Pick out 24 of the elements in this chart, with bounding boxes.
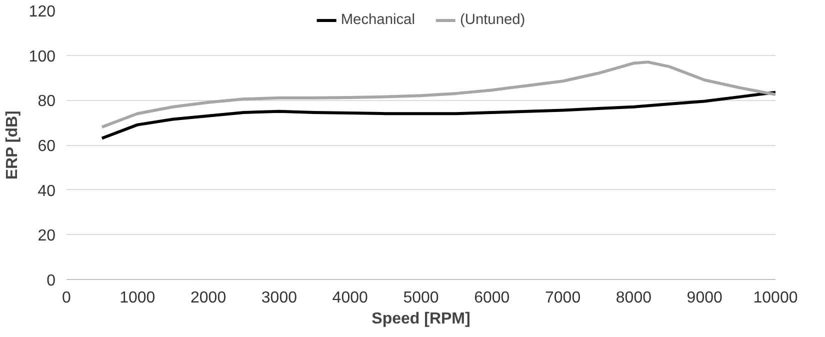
y-tick-label: 0 [46,272,56,290]
y-tick-label: 80 [38,93,56,110]
y-tick-label: 120 [28,4,56,20]
y-tick-label: 60 [38,138,56,155]
x-tick-label: 10000 [753,290,798,306]
legend-label: Mechanical [340,12,415,28]
y-tick-label: 100 [28,48,56,66]
x-tick-label: 8000 [616,290,652,306]
x-tick-label: 5000 [403,290,439,306]
x-axis-title: Speed [RPM] [372,310,470,328]
y-axis-title: ERP [dB] [4,110,21,180]
y-tick-label: 40 [38,182,56,200]
y-tick-label: 20 [38,228,56,245]
x-tick-label: 1000 [120,290,156,306]
x-tick-label: 3000 [261,290,298,306]
line-series [100,90,776,140]
x-tick-label: 2000 [190,290,226,306]
x-tick-label: 6000 [474,290,510,306]
x-tick-label: 7000 [545,290,581,306]
x-tick-label: 4000 [332,290,368,306]
x-tick-label: 0 [62,290,72,306]
legend-label: (Untuned) [460,12,526,28]
line-series [100,60,776,129]
x-tick-label: 9000 [686,290,722,306]
